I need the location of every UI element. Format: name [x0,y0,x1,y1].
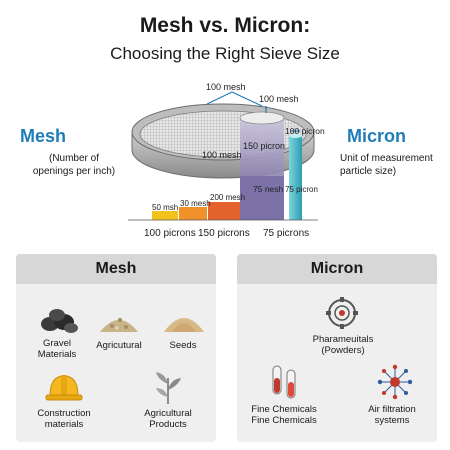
pharma-gear-icon [326,297,358,329]
micron-heading: Micron [347,126,407,146]
mesh-item-agricutural: Agricutural [96,340,142,351]
grain-pile-icon [100,318,138,332]
bar-label-200-mesh: 200 mesh [210,193,245,202]
axis-label-150-picrons: 150 picrons [198,228,250,239]
label-inner-left: 100 mesh [202,150,242,160]
label-75-picron: 75 picron [285,185,318,194]
plant-icon [156,372,181,404]
mesh-description: (Number of openings per inch) [22,152,126,178]
mesh-item-gravel: Gravel Materials [37,338,77,360]
bar-200-mesh [208,202,240,220]
mesh-item-agricultural-products: Agricultural Products [144,408,192,430]
micron-item-fine-chemicals: Fine Chemicals Fine Chemicals [251,404,317,426]
micron-description-line1: Unit of measurement [340,153,433,164]
micron-panel: Micron Pharameuitals (Powders) Fine Chem… [237,254,437,442]
axis-label-75-picrons: 75 picrons [263,228,309,239]
page-subtitle: Choosing the Right Sieve Size [110,44,340,63]
air-filter-icon [377,364,413,400]
mesh-description-line2: openings per inch) [32,166,116,177]
test-tubes-icon [272,365,296,399]
micron-description: Unit of measurement particle size) [340,152,450,178]
arrow-right [231,91,263,107]
bar-label-30-mesh: 30 mesh [180,199,211,208]
micron-item-air-filtration: Air filtration systems [368,404,416,426]
micron-item-pharmaceuticals: Pharameuitals (Powders) [312,334,374,356]
arrow-left [206,91,233,105]
mesh-item-construction: Construction materials [37,408,91,430]
label-top-left: 100 mesh [206,82,246,92]
sieve-diagram: 100 mesh 100 mesh 100 mesh 150 picron 10… [128,82,325,239]
mesh-description-line1: (Number of [48,153,99,164]
sieve-pan [131,103,315,179]
hard-hat-icon [45,375,83,401]
mesh-panel: Mesh Gravel Materials Agricutural Seeds … [16,254,216,442]
mesh-item-seeds: Seeds [169,340,197,351]
sand-pile-icon [164,318,204,332]
label-inner-center: 150 picron [243,141,285,151]
gravel-icon [41,309,78,333]
mesh-heading: Mesh [20,126,67,146]
purple-bar [240,176,284,220]
micron-description-line2: particle size) [340,166,397,177]
bar-50-mesh [152,211,178,220]
label-75-nesh: 75 nesh [253,184,284,194]
bar-label-50-msh: 50 msh [152,203,178,212]
mesh-panel-heading: Mesh [16,254,216,284]
page-title: Mesh vs. Micron: [139,14,311,37]
label-right-tube: 100 picron [285,126,325,136]
label-top-right: 100 mesh [259,94,299,104]
micron-panel-heading: Micron [237,254,437,284]
axis-label-100-picrons: 100 picrons [144,228,196,239]
bar-30-mesh [179,207,207,220]
teal-tube [289,134,302,220]
